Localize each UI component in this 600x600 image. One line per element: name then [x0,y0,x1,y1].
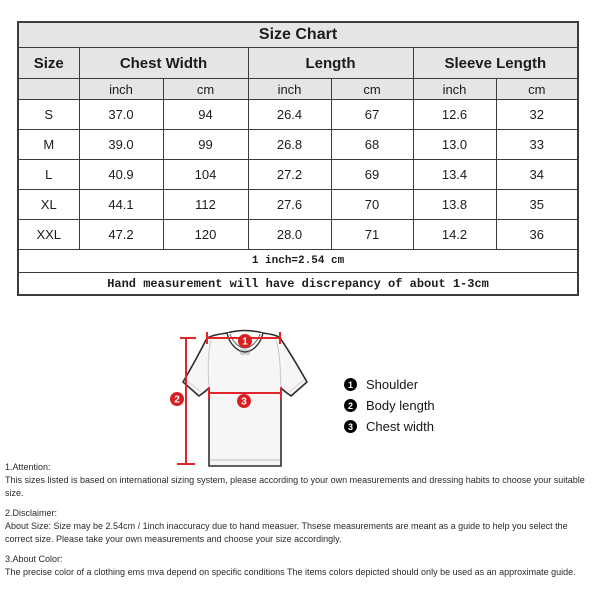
shoulder-marker-icon: 1 [238,334,252,348]
size-cell: S [17,99,80,130]
value-cell: 14.2 [412,219,497,250]
body-length-marker-icon: 2 [170,392,184,406]
value-cell: 47.2 [78,219,164,250]
unit-length-cm: cm [330,78,414,100]
value-cell: 34 [495,159,579,190]
svg-text:2: 2 [174,395,180,406]
svg-text:3: 3 [241,397,247,408]
note-body: This sizes listed is based on internatio… [5,475,585,498]
value-cell: 27.6 [247,189,332,220]
table-row-m: M 39.0 99 26.8 68 13.0 33 [17,129,579,160]
value-cell: 32 [495,99,579,130]
unit-sleeve-cm: cm [495,78,579,100]
svg-text:1: 1 [242,337,248,348]
value-cell: 99 [162,129,249,160]
value-cell: 69 [330,159,414,190]
value-cell: 68 [330,129,414,160]
note-heading: 1.Attention: [5,462,51,472]
notes-section: 1.Attention: This sizes listed is based … [5,461,597,586]
size-cell: XXL [17,219,80,250]
diagram-legend: 1 Shoulder 2 Body length 3 Chest width [344,374,435,437]
value-cell: 13.8 [412,189,497,220]
note-about-color: 3.About Color: The precise color of a cl… [5,553,597,579]
legend-bullet-2-icon: 2 [344,399,357,412]
unit-chest-inch: inch [78,78,164,100]
value-cell: 104 [162,159,249,190]
unit-length-inch: inch [247,78,332,100]
note-body: About Size: Size may be 2.54cm / 1inch i… [5,521,568,544]
header-length: Length [247,47,414,79]
table-row-xxl: XXL 47.2 120 28.0 71 14.2 36 [17,219,579,250]
value-cell: 94 [162,99,249,130]
tshirt-measurement-diagram: 1 2 3 [170,329,308,467]
value-cell: 44.1 [78,189,164,220]
measurement-note-row: Hand measurement will have discrepancy o… [17,272,579,296]
size-cell: XL [17,189,80,220]
note-heading: 2.Disclaimer: [5,508,58,518]
value-cell: 12.6 [412,99,497,130]
value-cell: 67 [330,99,414,130]
value-cell: 70 [330,189,414,220]
legend-item-chest-width: 3 Chest width [344,416,435,437]
table-row-xl: XL 44.1 112 27.6 70 13.8 35 [17,189,579,220]
value-cell: 71 [330,219,414,250]
legend-item-body-length: 2 Body length [344,395,435,416]
table-row-s: S 37.0 94 26.4 67 12.6 32 [17,99,579,130]
header-sleeve-length: Sleeve Length [412,47,579,79]
note-attention: 1.Attention: This sizes listed is based … [5,461,597,500]
table-header-row: Size Chest Width Length Sleeve Length [17,47,579,79]
value-cell: 27.2 [247,159,332,190]
unit-empty-cell [17,78,80,100]
value-cell: 35 [495,189,579,220]
value-cell: 33 [495,129,579,160]
value-cell: 37.0 [78,99,164,130]
conversion-note: 1 inch=2.54 cm [17,249,579,273]
legend-label: Shoulder [366,377,419,392]
measurement-note: Hand measurement will have discrepancy o… [17,272,579,296]
size-cell: M [17,129,80,160]
value-cell: 40.9 [78,159,164,190]
value-cell: 112 [162,189,249,220]
table-title-row: Size Chart [17,21,579,48]
table-unit-row: inch cm inch cm inch cm [17,78,579,100]
value-cell: 13.4 [412,159,497,190]
note-heading: 3.About Color: [5,554,63,564]
conversion-note-row: 1 inch=2.54 cm [17,249,579,273]
value-cell: 26.4 [247,99,332,130]
legend-label: Body length [366,398,435,413]
value-cell: 13.0 [412,129,497,160]
legend-label: Chest width [366,419,434,434]
header-chest-width: Chest Width [78,47,249,79]
value-cell: 120 [162,219,249,250]
table-row-l: L 40.9 104 27.2 69 13.4 34 [17,159,579,190]
unit-sleeve-inch: inch [412,78,497,100]
chest-width-marker-icon: 3 [237,394,251,408]
header-size: Size [17,47,80,79]
legend-bullet-1-icon: 1 [344,378,357,391]
note-body: The precise color of a clothing ems mva … [5,567,576,577]
legend-item-shoulder: 1 Shoulder [344,374,435,395]
value-cell: 39.0 [78,129,164,160]
unit-chest-cm: cm [162,78,249,100]
legend-bullet-3-icon: 3 [344,420,357,433]
table-title: Size Chart [17,21,579,48]
note-disclaimer: 2.Disclaimer: About Size: Size may be 2.… [5,507,597,546]
value-cell: 36 [495,219,579,250]
value-cell: 26.8 [247,129,332,160]
size-cell: L [17,159,80,190]
size-chart-table: Size Chart Size Chest Width Length Sleev… [17,21,580,296]
value-cell: 28.0 [247,219,332,250]
